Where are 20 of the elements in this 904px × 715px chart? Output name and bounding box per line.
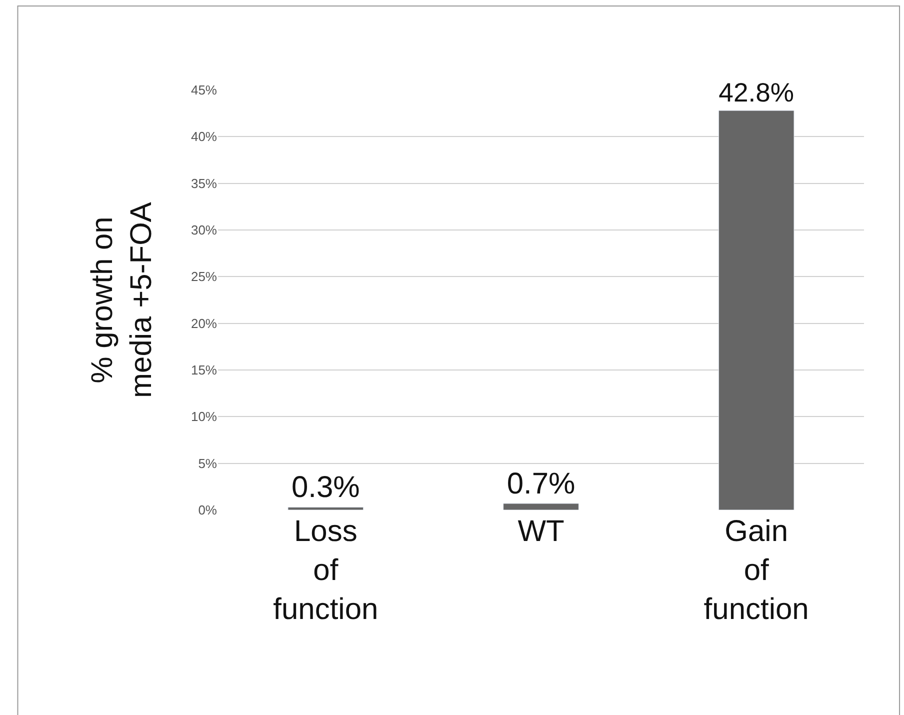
- bar: [718, 110, 794, 510]
- y-tick-label: 35%: [190, 176, 218, 191]
- x-tick-label: Loss of function: [273, 515, 378, 626]
- bar: [503, 503, 579, 510]
- bar: [288, 506, 364, 510]
- y-tick-label: 40%: [190, 129, 218, 144]
- y-axis-title: % growth on media +5-FOA: [86, 202, 158, 398]
- y-tick-label: 45%: [190, 82, 218, 98]
- data-label: 0.3%: [291, 471, 360, 504]
- y-tick-label: 0%: [198, 502, 218, 518]
- y-tick-label: 10%: [190, 409, 218, 424]
- y-tick-label: 20%: [190, 316, 218, 331]
- y-tick-label: 5%: [198, 456, 218, 471]
- y-tick-label: 30%: [190, 222, 218, 238]
- x-tick-label: WT: [518, 515, 564, 548]
- y-tick-label: 25%: [190, 269, 218, 284]
- x-tick-label: Gain of function: [704, 515, 809, 626]
- data-label: 0.7%: [506, 467, 576, 500]
- data-label: 42.8%: [718, 77, 794, 108]
- y-tick-label: 15%: [190, 362, 218, 378]
